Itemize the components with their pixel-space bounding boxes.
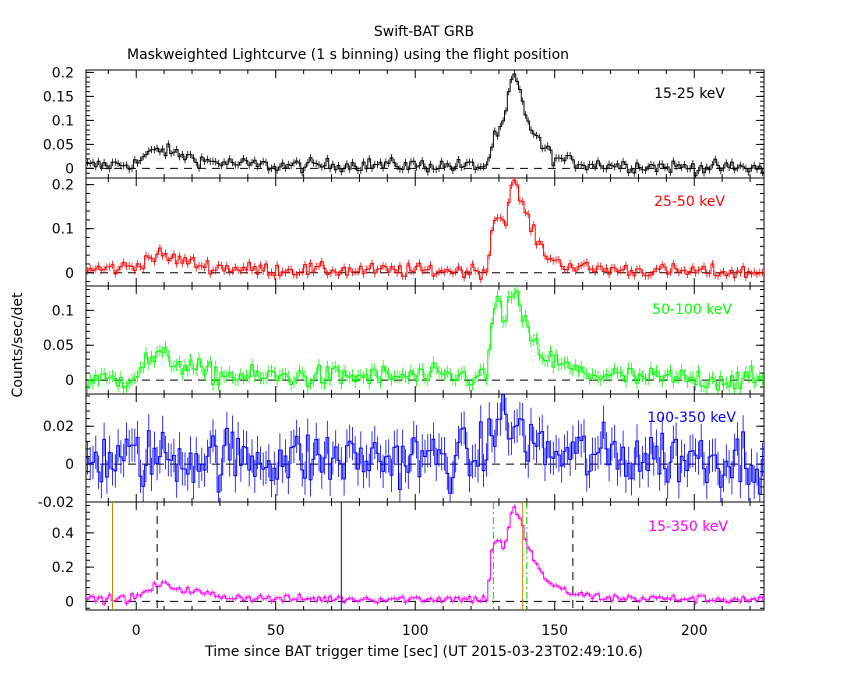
y-tick-label: 0: [65, 457, 74, 473]
y-tick-label: 0: [65, 161, 74, 177]
y-tick-label: 0.15: [43, 89, 74, 105]
y-tick-label: 0: [65, 266, 74, 282]
y-tick-label: 0: [65, 373, 74, 389]
y-tick-label: 0.05: [43, 137, 74, 153]
x-tick-label: 150: [541, 623, 568, 639]
y-tick-label: -0.02: [38, 495, 74, 511]
panel-5: 0 0.2 0.4 15-350 keV: [52, 501, 765, 611]
y-tick-label: 0.4: [52, 526, 74, 542]
lightcurve-series: [86, 506, 764, 605]
band-label: 15-25 keV: [654, 86, 725, 102]
x-tick-label: 50: [267, 623, 285, 639]
panel-2: 0 0.1 0.2 25-50 keV: [52, 177, 765, 287]
band-label: 15-350 keV: [648, 519, 728, 535]
y-tick-label: 0: [65, 594, 74, 610]
lightcurve-series: [86, 393, 764, 495]
panel-3: 0 0.05 0.1 50-100 keV: [43, 285, 765, 395]
lightcurve-series: [86, 179, 764, 280]
x-tick-label: 100: [402, 623, 429, 639]
chart-subtitle: Maskweighted Lightcurve (1 s binning) us…: [127, 47, 569, 63]
panel-frame: [85, 501, 765, 611]
lightcurve-series: [86, 73, 764, 177]
band-label: 50-100 keV: [652, 302, 732, 318]
y-tick-label: 0.02: [43, 419, 74, 435]
x-tick-label: 0: [132, 623, 141, 639]
y-tick-label: 0.1: [52, 303, 74, 319]
band-label: 25-50 keV: [654, 194, 725, 210]
x-axis-label: Time since BAT trigger time [sec] (UT 20…: [204, 644, 643, 660]
y-tick-label: 0.1: [52, 113, 74, 129]
band-label: 100-350 keV: [647, 410, 736, 426]
chart-title: Swift-BAT GRB: [374, 24, 474, 40]
y-tick-label: 0.2: [52, 560, 74, 576]
y-tick-label: 0.2: [52, 178, 74, 194]
y-axis-label: Counts/sec/det: [10, 292, 26, 397]
y-tick-label: 0.2: [52, 65, 74, 81]
lightcurve-series: [86, 290, 764, 391]
panels-group: 0 0.05 0.1 0.15 0.2 15-25 keV 0 0.1 0.2 25-50 keV…: [38, 65, 765, 639]
x-tick-label: 200: [681, 623, 708, 639]
y-tick-label: 0.1: [52, 222, 74, 238]
y-tick-label: 0.05: [43, 338, 74, 354]
